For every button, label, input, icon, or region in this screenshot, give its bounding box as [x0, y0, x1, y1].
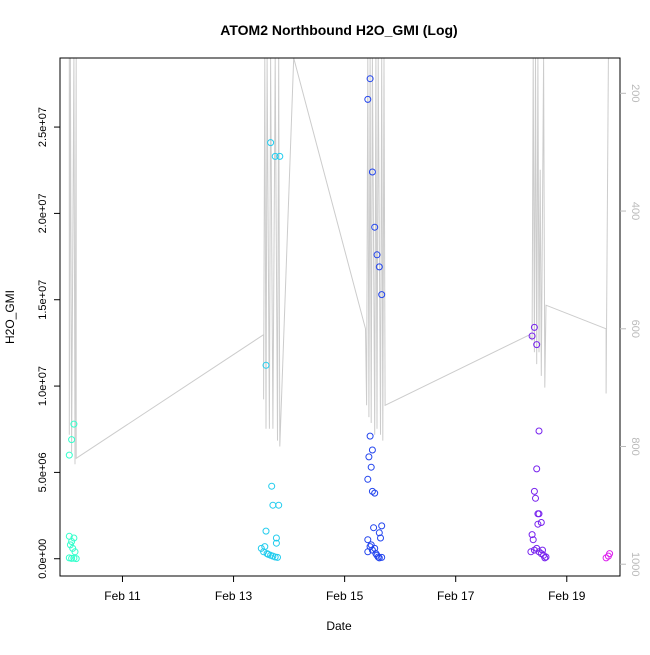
- data-point: [68, 436, 76, 444]
- data-point: [374, 553, 382, 561]
- data-point: [528, 531, 536, 539]
- data-point: [371, 223, 379, 231]
- data-point: [542, 553, 550, 561]
- data-point: [268, 482, 276, 490]
- data-point: [378, 522, 386, 530]
- data-point: [537, 519, 545, 526]
- data-point: [262, 361, 270, 369]
- data-point: [527, 548, 535, 556]
- data-point: [541, 554, 549, 562]
- plot-area: Feb 11 Feb 13 Feb 15 Feb 17 Feb 19 0.0e+00 5.0…: [37, 57, 641, 603]
- data-point: [533, 341, 541, 349]
- data-point: [275, 501, 283, 509]
- data-point: [72, 555, 80, 563]
- y-tick-label: 1.0e+07: [37, 366, 49, 406]
- data-point: [367, 541, 375, 549]
- data-point: [262, 527, 270, 535]
- data-point: [533, 465, 541, 473]
- data-point: [528, 332, 536, 340]
- y2-tick-label: 1000: [629, 552, 641, 576]
- data-point: [365, 453, 373, 461]
- x-tick-label: Feb 19: [548, 589, 586, 603]
- data-point: [70, 420, 78, 428]
- y-tick-label: 0.0e+00: [37, 539, 49, 579]
- data-point: [272, 539, 280, 547]
- y-tick-label: 2.5e+07: [37, 107, 49, 147]
- data-point: [367, 463, 375, 471]
- data-point: [532, 494, 539, 502]
- secondary-trace-line: [68, 58, 609, 465]
- data-point: [364, 548, 372, 556]
- data-point: [375, 529, 383, 537]
- y-axis-label: H2O_GMI: [3, 290, 17, 344]
- y2-tick-label: 800: [629, 437, 641, 455]
- data-point: [606, 550, 614, 558]
- chart-title: ATOM2 Northbound H2O_GMI (Log): [220, 22, 457, 38]
- y2-tick-label: 400: [629, 202, 641, 220]
- data-point: [70, 534, 78, 542]
- data-point: [263, 550, 271, 558]
- data-point: [370, 524, 378, 532]
- x-tick-label: Feb 13: [215, 589, 253, 603]
- y-tick-label: 5.0e+06: [37, 452, 49, 492]
- x-tick-label: Feb 17: [437, 589, 475, 603]
- data-point: [378, 291, 386, 299]
- data-point: [377, 534, 384, 542]
- data-point: [529, 536, 537, 544]
- data-point: [535, 510, 543, 518]
- data-point: [534, 520, 542, 528]
- data-point: [271, 152, 279, 160]
- data-point: [535, 548, 543, 556]
- data-point: [371, 489, 379, 497]
- data-point: [378, 553, 386, 561]
- data-point: [261, 543, 269, 551]
- data-point: [530, 323, 538, 331]
- data-point: [65, 451, 73, 459]
- data-point: [530, 487, 538, 495]
- data-point: [366, 432, 374, 440]
- data-point: [364, 475, 372, 483]
- data-point: [272, 534, 280, 542]
- data-point: [66, 541, 74, 549]
- data-point: [366, 75, 374, 83]
- data-point: [364, 95, 372, 103]
- x-axis-label: Date: [326, 619, 352, 633]
- data-point: [602, 554, 610, 562]
- x-tick-label: Feb 15: [326, 589, 364, 603]
- data-point: [71, 548, 79, 556]
- data-point: [68, 538, 76, 545]
- data-point: [68, 554, 76, 562]
- data-point: [368, 168, 376, 176]
- y2-tick-label: 200: [629, 84, 641, 102]
- data-point: [535, 427, 543, 435]
- y2-tick-label: 600: [629, 320, 641, 338]
- data-point: [274, 553, 281, 561]
- data-point: [267, 139, 275, 147]
- data-point: [539, 546, 546, 554]
- data-point: [276, 152, 284, 160]
- data-point: [373, 251, 381, 259]
- data-point: [368, 546, 376, 554]
- data-point: [368, 446, 376, 454]
- plot-frame: [59, 57, 621, 577]
- y-tick-label: 1.5e+07: [37, 280, 49, 320]
- data-point: [375, 263, 383, 271]
- data-point: [364, 536, 372, 544]
- x-tick-label: Feb 11: [104, 589, 141, 603]
- y-tick-label: 2.0e+07: [37, 193, 49, 233]
